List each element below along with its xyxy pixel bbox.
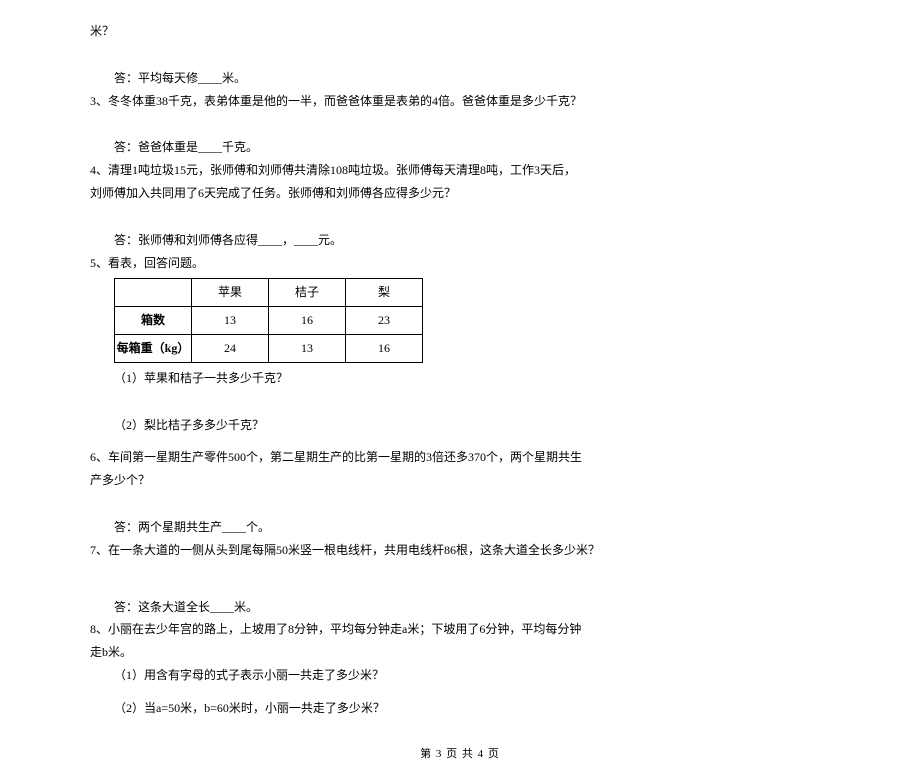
question-8-2: （2）当a=50米，b=60米时，小丽一共走了多少米？: [90, 697, 830, 720]
table-cell: 16: [269, 307, 346, 335]
question-5-1: （1）苹果和桔子一共多少千克？: [90, 367, 830, 390]
question-3: 3、冬冬体重38千克，表弟体重是他的一半，而爸爸体重是表弟的4倍。爸爸体重是多少…: [90, 90, 830, 113]
answer-3: 答：爸爸体重是____千克。: [90, 136, 830, 159]
table-cell: 13: [269, 334, 346, 362]
question-6-line1: 6、车间第一星期生产零件500个，第二星期生产的比第一星期的3倍还多370个，两…: [90, 446, 830, 469]
question-8-line1: 8、小丽在去少年宫的路上，上坡用了8分钟，平均每分钟走a米；下坡用了6分钟，平均…: [90, 618, 830, 641]
question-8-line2: 走b米。: [90, 641, 830, 664]
question-7: 7、在一条大道的一侧从头到尾每隔50米竖一根电线杆，共用电线杆86根，这条大道全…: [90, 539, 830, 562]
table-row: 箱数 13 16 23: [115, 307, 423, 335]
question-4-line2: 刘师傅加入共同用了6天完成了任务。张师傅和刘师傅各应得多少元？: [90, 182, 830, 205]
question-5: 5、看表，回答问题。: [90, 252, 830, 275]
table-cell: 24: [192, 334, 269, 362]
table-header-orange: 桔子: [269, 279, 346, 307]
table-header-apple: 苹果: [192, 279, 269, 307]
table-header-pear: 梨: [346, 279, 423, 307]
table-cell: 13: [192, 307, 269, 335]
table-row-label: 箱数: [115, 307, 192, 335]
table-header-blank: [115, 279, 192, 307]
question-8-1: （1）用含有字母的式子表示小丽一共走了多少米？: [90, 664, 830, 687]
table-row-label: 每箱重（kg）: [115, 334, 192, 362]
answer-line-top: 答：平均每天修____米。: [90, 67, 830, 90]
answer-7: 答：这条大道全长____米。: [90, 596, 830, 619]
table-row: 苹果 桔子 梨: [115, 279, 423, 307]
table-cell: 16: [346, 334, 423, 362]
answer-4: 答：张师傅和刘师傅各应得____，____元。: [90, 229, 830, 252]
trail-line: 米？: [90, 20, 830, 43]
fruit-table: 苹果 桔子 梨 箱数 13 16 23 每箱重（kg） 24 13 16: [114, 278, 423, 362]
answer-6: 答：两个星期共生产____个。: [90, 516, 830, 539]
table-row: 每箱重（kg） 24 13 16: [115, 334, 423, 362]
document-page: 米？ 答：平均每天修____米。 3、冬冬体重38千克，表弟体重是他的一半，而爸…: [0, 0, 920, 764]
question-6-line2: 产多少个？: [90, 469, 830, 492]
question-5-2: （2）梨比桔子多多少千克？: [90, 414, 830, 437]
page-footer: 第 3 页 共 4 页: [90, 744, 830, 764]
question-4-line1: 4、清理1吨垃圾15元，张师傅和刘师傅共清除108吨垃圾。张师傅每天清理8吨，工…: [90, 159, 830, 182]
table-cell: 23: [346, 307, 423, 335]
